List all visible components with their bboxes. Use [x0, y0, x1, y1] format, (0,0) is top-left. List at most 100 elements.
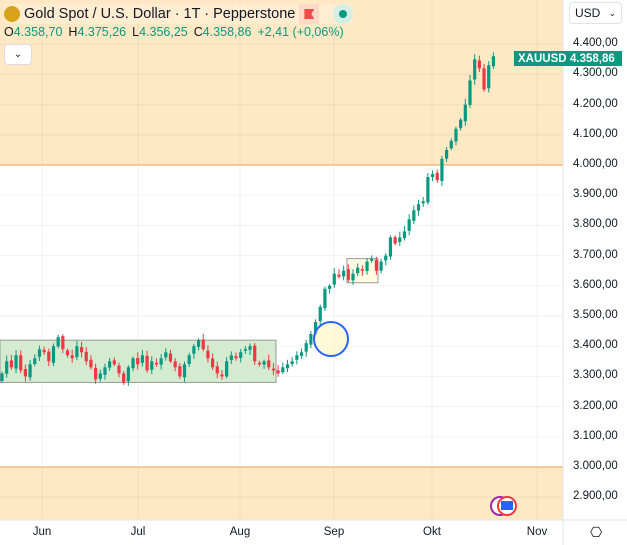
- candle: [332, 273, 336, 285]
- candle: [47, 351, 51, 362]
- candle: [435, 172, 439, 181]
- y-axis-label: 3.100,00: [573, 429, 618, 442]
- collapse-legend-button[interactable]: ⌄: [4, 44, 32, 65]
- candle: [229, 355, 233, 361]
- candle: [211, 358, 215, 368]
- x-axis-label: Jul: [130, 526, 146, 538]
- candle: [290, 361, 294, 365]
- symbol-header[interactable]: Gold Spot / U.S. Dollar · 1T · Peppersto…: [4, 4, 354, 24]
- candle: [299, 352, 304, 356]
- candle: [201, 339, 205, 350]
- candle: [14, 355, 18, 369]
- y-axis-label: 3.600,00: [573, 278, 618, 291]
- candle: [295, 355, 299, 360]
- candle: [220, 374, 224, 377]
- y-axis-label: 3.500,00: [573, 309, 618, 321]
- candle: [463, 104, 467, 122]
- ohlc-legend: O4.358,70 H4.375,26 L4.356,25 C4.358,86 …: [4, 25, 344, 39]
- currency-select[interactable]: USD ⌄: [569, 2, 622, 24]
- x-axis-label: Sep: [323, 526, 345, 538]
- candle: [225, 361, 229, 377]
- candle: [33, 358, 37, 365]
- candle: [89, 359, 93, 368]
- y-axis-label: 4.200,00: [573, 97, 618, 110]
- candle: [234, 356, 238, 359]
- candle: [42, 349, 46, 353]
- x-axis-label: Aug: [229, 526, 251, 538]
- candle: [477, 60, 481, 69]
- last-price-tag: 4.358,86: [566, 51, 622, 66]
- candle: [145, 355, 149, 371]
- candle: [487, 65, 491, 89]
- candle: [398, 237, 402, 243]
- candle: [159, 358, 163, 365]
- candle: [94, 367, 98, 380]
- settings-icon[interactable]: ⎔: [590, 524, 603, 540]
- candle: [61, 336, 65, 350]
- candle: [51, 346, 56, 363]
- symbol-tag: XAUUSD: [514, 51, 571, 66]
- y-axis-label: 4.100,00: [573, 127, 618, 140]
- y-axis-label: 3.300,00: [573, 369, 618, 382]
- chevron-down-icon: ⌄: [608, 7, 616, 18]
- y-axis-label: 2.900,00: [573, 490, 618, 503]
- candle: [84, 351, 88, 362]
- candle: [454, 128, 458, 142]
- candle: [112, 360, 116, 365]
- candle: [187, 355, 191, 365]
- candle: [257, 362, 261, 365]
- candle: [182, 364, 187, 378]
- candle: [70, 355, 74, 359]
- candle: [402, 231, 407, 239]
- candle: [140, 355, 144, 363]
- candle: [374, 259, 378, 271]
- candle: [56, 337, 60, 347]
- candle: [136, 357, 140, 365]
- highlight-circle: [313, 321, 349, 357]
- us-flag-icon: [501, 501, 513, 510]
- candle: [379, 261, 383, 271]
- candle: [393, 237, 397, 244]
- market-status-icon[interactable]: [333, 4, 354, 24]
- candle: [37, 349, 42, 357]
- flag-icon[interactable]: [299, 4, 320, 24]
- candle: [271, 368, 276, 371]
- candle: [239, 352, 243, 358]
- candle: [407, 219, 411, 231]
- candle: [365, 261, 369, 272]
- candle: [384, 255, 388, 261]
- candle: [351, 273, 355, 281]
- candle: [75, 346, 79, 358]
- candle: [206, 350, 210, 359]
- candle: [108, 361, 112, 368]
- candle: [28, 364, 32, 378]
- candle: [468, 80, 472, 105]
- y-axis-label: 4.000,00: [573, 158, 618, 170]
- candle: [491, 56, 495, 67]
- candle: [154, 362, 159, 365]
- candle: [421, 201, 425, 204]
- candle: [412, 210, 416, 221]
- candle: [342, 270, 346, 277]
- candle: [360, 269, 364, 271]
- candle: [426, 177, 430, 203]
- chevron-down-icon: ⌄: [13, 49, 23, 60]
- candle: [196, 340, 201, 347]
- y-axis-label: 3.400,00: [573, 339, 618, 352]
- candle: [281, 367, 285, 373]
- y-axis-label: 4.300,00: [573, 67, 618, 80]
- candle: [304, 343, 308, 352]
- y-axis-label: 3.200,00: [573, 399, 618, 412]
- candle: [370, 258, 374, 261]
- candle: [126, 367, 130, 382]
- candle: [328, 285, 332, 289]
- candle: [19, 355, 23, 371]
- candle: [103, 367, 107, 375]
- candle: [262, 361, 266, 365]
- candle: [323, 288, 327, 309]
- candle: [430, 174, 435, 178]
- x-axis-label: Jun: [32, 526, 52, 538]
- candle: [65, 350, 70, 356]
- candle: [117, 365, 121, 374]
